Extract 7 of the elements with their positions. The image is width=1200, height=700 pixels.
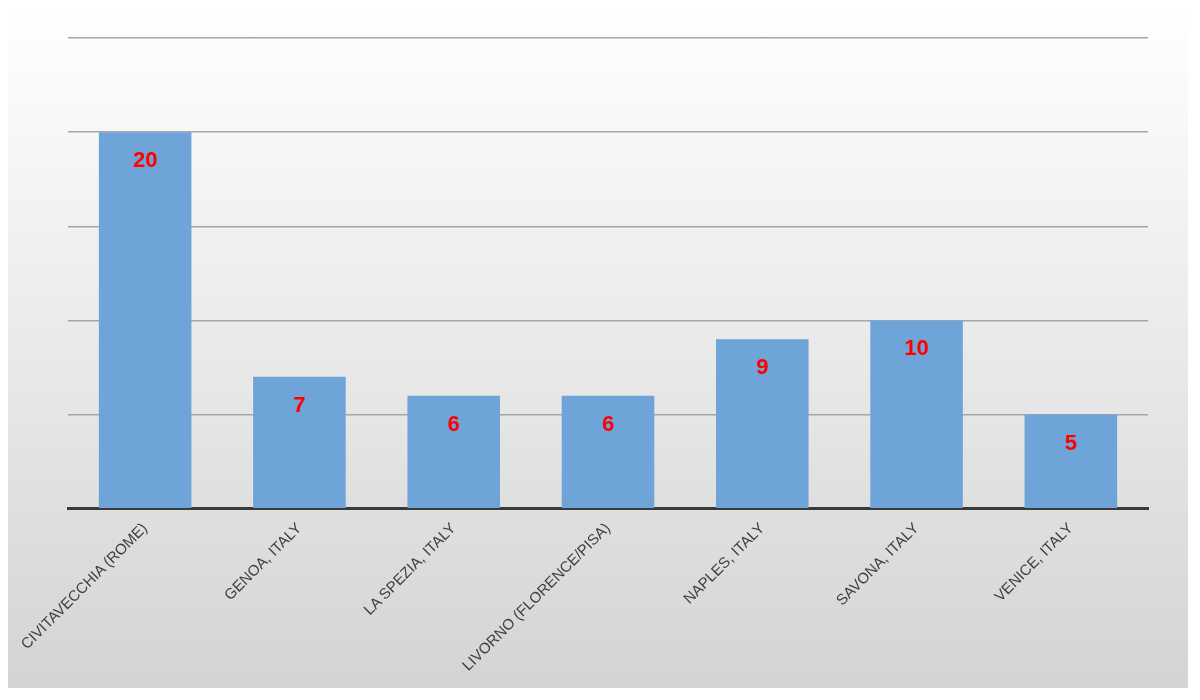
data-label: 6 [601, 410, 615, 436]
data-label: 5 [1064, 429, 1077, 455]
data-label: 20 [132, 147, 158, 173]
data-label: 6 [447, 410, 460, 436]
data-label: 10 [904, 335, 929, 361]
data-label: 9 [756, 354, 769, 380]
data-label: 7 [293, 391, 306, 417]
